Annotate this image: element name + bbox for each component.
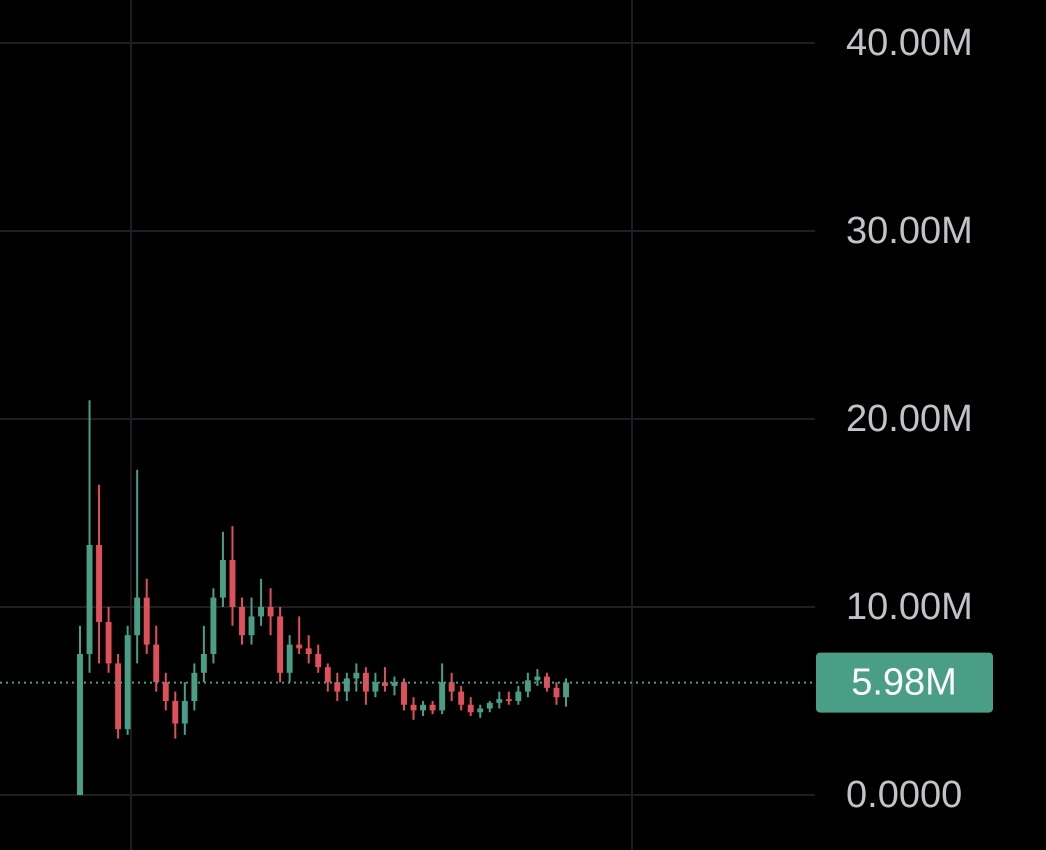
candle-body	[524, 680, 531, 692]
y-tick-label: 20.00M	[846, 398, 973, 440]
candle-body	[229, 560, 236, 607]
y-tick-label: 0.0000	[846, 774, 962, 816]
candle-body	[534, 676, 541, 681]
candle-body	[477, 708, 484, 713]
candle-body	[239, 607, 245, 636]
candle-body	[277, 616, 284, 673]
candle-body	[115, 663, 122, 730]
candle-body	[410, 704, 417, 711]
candle-body	[219, 560, 226, 598]
candle-body	[324, 667, 331, 683]
candle-body	[343, 678, 350, 692]
candle-body	[467, 704, 474, 713]
candle-body	[496, 699, 503, 703]
candle-body	[563, 682, 569, 698]
candle-body	[505, 699, 512, 701]
candle-body	[96, 544, 103, 623]
candle-body	[439, 682, 446, 711]
candle-body	[181, 701, 188, 724]
candle-body	[162, 682, 169, 701]
candle-body	[391, 682, 398, 686]
candle-body	[315, 654, 322, 668]
candle-body	[172, 701, 179, 724]
candle-body	[296, 644, 303, 649]
candle-body	[210, 597, 217, 654]
candle-body	[362, 672, 369, 692]
candle-body	[77, 654, 83, 795]
candle-body	[353, 672, 360, 679]
candle-body	[458, 691, 465, 705]
candle-body	[248, 616, 255, 636]
candle-body	[143, 597, 150, 645]
last-price-label: 5.98M	[851, 662, 957, 704]
candle-body	[200, 654, 207, 673]
candle-body	[105, 622, 112, 664]
candle-body	[372, 682, 379, 692]
candle-body	[267, 607, 274, 617]
candle-body	[86, 544, 93, 654]
y-tick-label: 40.00M	[846, 22, 973, 64]
candle-body	[134, 597, 141, 636]
last-price-box	[816, 652, 993, 713]
candle-body	[258, 607, 265, 617]
candle-body	[381, 682, 388, 686]
candle-body	[420, 704, 427, 711]
candle-body	[448, 682, 455, 692]
candle-body	[486, 702, 493, 709]
candle-body	[305, 648, 312, 654]
candle-body	[515, 691, 522, 701]
candle-body	[191, 672, 198, 701]
candle-body	[286, 644, 293, 673]
y-tick-label: 10.00M	[846, 586, 973, 628]
candle-body	[401, 682, 407, 705]
candle-body	[153, 644, 160, 683]
candle-body	[553, 687, 560, 698]
candle-body	[429, 704, 436, 711]
candle-body	[334, 682, 341, 692]
y-tick-label: 30.00M	[846, 210, 973, 252]
